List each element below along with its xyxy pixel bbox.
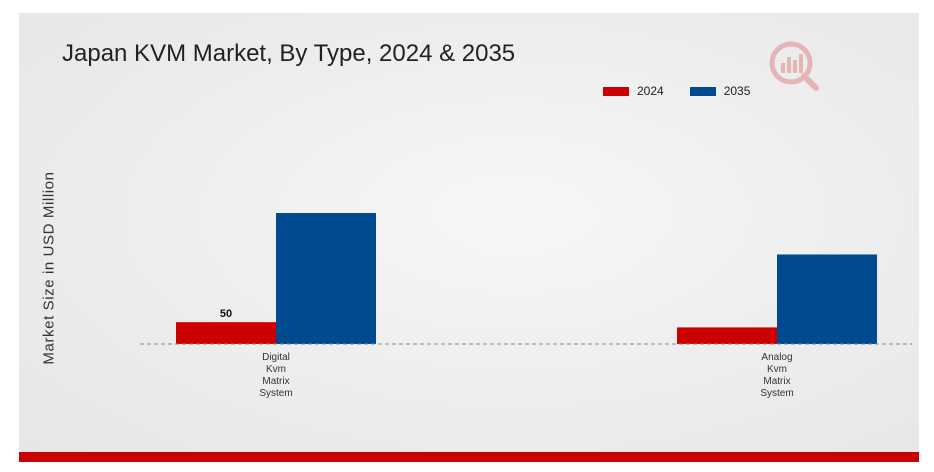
bar-2035-analog [777, 254, 877, 344]
accent-bar [19, 452, 919, 462]
legend-item-2035: 2035 [689, 84, 751, 98]
bar-2024-digital [176, 322, 276, 344]
legend-item-2024: 2024 [603, 84, 664, 98]
legend-label-2035: 2035 [723, 84, 751, 98]
chart-title: Japan KVM Market, By Type, 2024 & 2035 [62, 40, 516, 67]
chart-background [19, 13, 919, 462]
data-label-0: 50 [220, 308, 232, 320]
x-tick-label-0: Digital Kvm Matrix System [259, 352, 292, 399]
market-research-logo-icon [769, 41, 819, 91]
legend-swatch-2035 [689, 86, 716, 96]
legend-swatch-2024 [603, 86, 629, 96]
bar-2024-analog [677, 327, 777, 344]
legend-label-2024: 2024 [637, 84, 664, 98]
chart-legend: 2024 2035 [603, 83, 776, 99]
x-tick-label-1: Analog Kvm Matrix System [760, 352, 793, 399]
bar-2035-digital [276, 213, 376, 344]
